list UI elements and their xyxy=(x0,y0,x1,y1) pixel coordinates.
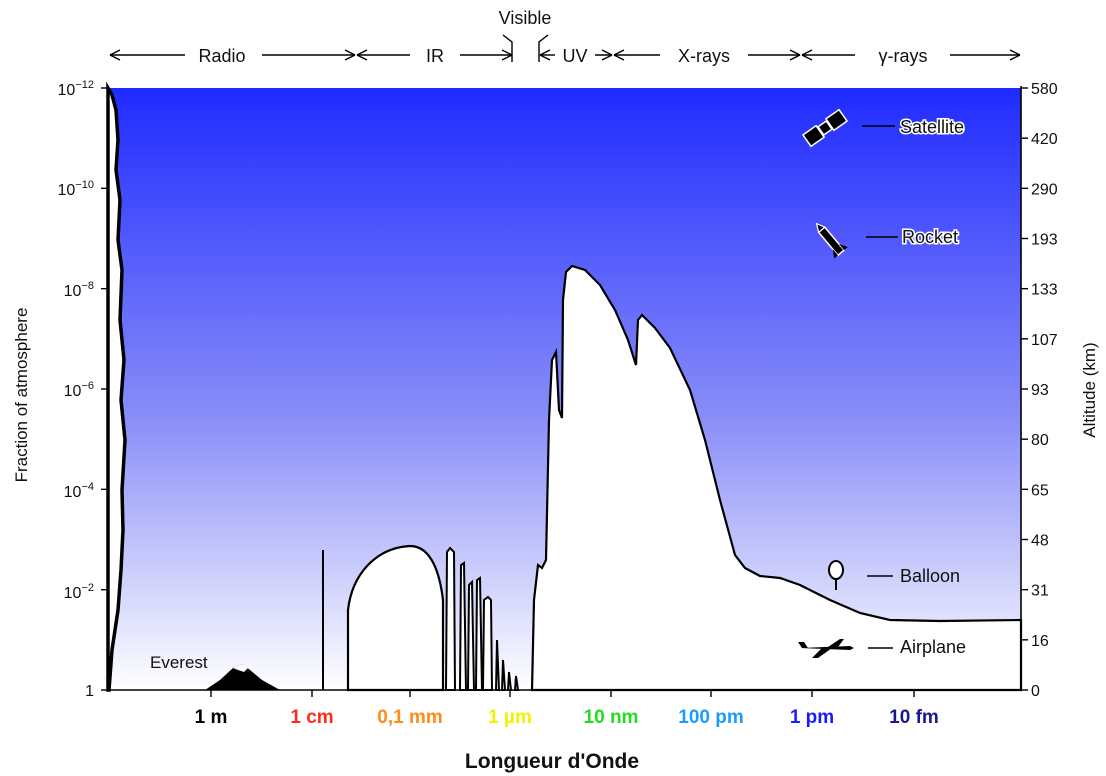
band-labels: Radio IR Visible UV X-rays γ-rays xyxy=(198,8,927,66)
annotation-label: Satellite xyxy=(900,117,964,137)
annotation-label: Balloon xyxy=(900,566,960,586)
x-tick-label: 10 nm xyxy=(584,707,639,728)
y-tick-label-right: 193 xyxy=(1031,232,1058,249)
mountain-icon xyxy=(205,664,280,690)
y-tick-label-right: 93 xyxy=(1031,382,1049,399)
band-label: γ-rays xyxy=(879,46,928,66)
rocket-icon xyxy=(815,222,848,259)
x-tick-labels: 1 m 1 cm 0,1 mm 1 µm 10 nm 100 pm 1 pm 1… xyxy=(195,707,939,728)
y-tick-label-right: 48 xyxy=(1031,533,1049,550)
y-tick-label: 10−10 xyxy=(58,179,94,199)
y-tick-marks xyxy=(101,87,1028,691)
radio-cutoff-curve xyxy=(106,81,127,692)
y-tick-label-right: 65 xyxy=(1031,482,1049,499)
x-tick-label: 1 pm xyxy=(790,707,834,728)
y-tick-label: 10−6 xyxy=(64,380,94,400)
opacity-area xyxy=(346,544,445,692)
x-tick-label: 100 pm xyxy=(678,707,743,728)
y-tick-label-right: 580 xyxy=(1031,81,1058,98)
x-tick-label: 1 m xyxy=(195,707,228,728)
y-tick-label-right: 80 xyxy=(1031,432,1049,449)
y-tick-label: 10−4 xyxy=(64,481,94,501)
annotation-label: Airplane xyxy=(900,637,966,657)
satellite-icon xyxy=(801,108,849,148)
y-axis-label-right: Altitude (km) xyxy=(1080,342,1099,437)
y-tick-label-right: 31 xyxy=(1031,583,1049,600)
y-tick-label: 1 xyxy=(85,683,94,700)
spectrum-bands xyxy=(109,34,1021,62)
x-axis-label: Longueur d'Onde xyxy=(465,750,639,773)
y-tick-label-right: 16 xyxy=(1031,633,1049,650)
y-tick-labels-right: 580 420 290 193 133 107 93 80 65 48 31 16 0 xyxy=(1031,81,1058,700)
x-tick-label: 0,1 mm xyxy=(377,707,442,728)
y-tick-label-right: 290 xyxy=(1031,181,1058,198)
balloon-icon xyxy=(828,560,844,590)
x-tick-label: 10 fm xyxy=(889,707,939,728)
y-tick-label-right: 0 xyxy=(1031,683,1040,700)
annotation-label: Everest xyxy=(150,653,208,672)
x-tick-label: 1 cm xyxy=(290,707,333,728)
y-tick-label-right: 420 xyxy=(1031,131,1058,148)
y-axis-label-left: Fraction of atmosphere xyxy=(12,308,31,483)
annotation-label: Rocket xyxy=(902,227,958,247)
opacity-area xyxy=(530,264,1023,692)
band-label: X-rays xyxy=(678,46,730,66)
band-label: Radio xyxy=(198,46,245,66)
y-tick-label: 10−12 xyxy=(58,79,94,99)
y-tick-label-right: 107 xyxy=(1031,332,1058,349)
y-tick-label: 10−8 xyxy=(64,280,94,300)
band-label: UV xyxy=(562,46,587,66)
y-tick-labels-left: 10−12 10−10 10−8 10−6 10−4 10−2 1 xyxy=(58,79,95,700)
band-label: Visible xyxy=(499,8,552,28)
band-label: IR xyxy=(426,46,444,66)
y-tick-label: 10−2 xyxy=(64,582,94,602)
x-tick-marks xyxy=(210,690,915,697)
airplane-icon xyxy=(798,639,854,658)
x-tick-label: 1 µm xyxy=(488,707,532,728)
y-tick-label-right: 133 xyxy=(1031,282,1058,299)
